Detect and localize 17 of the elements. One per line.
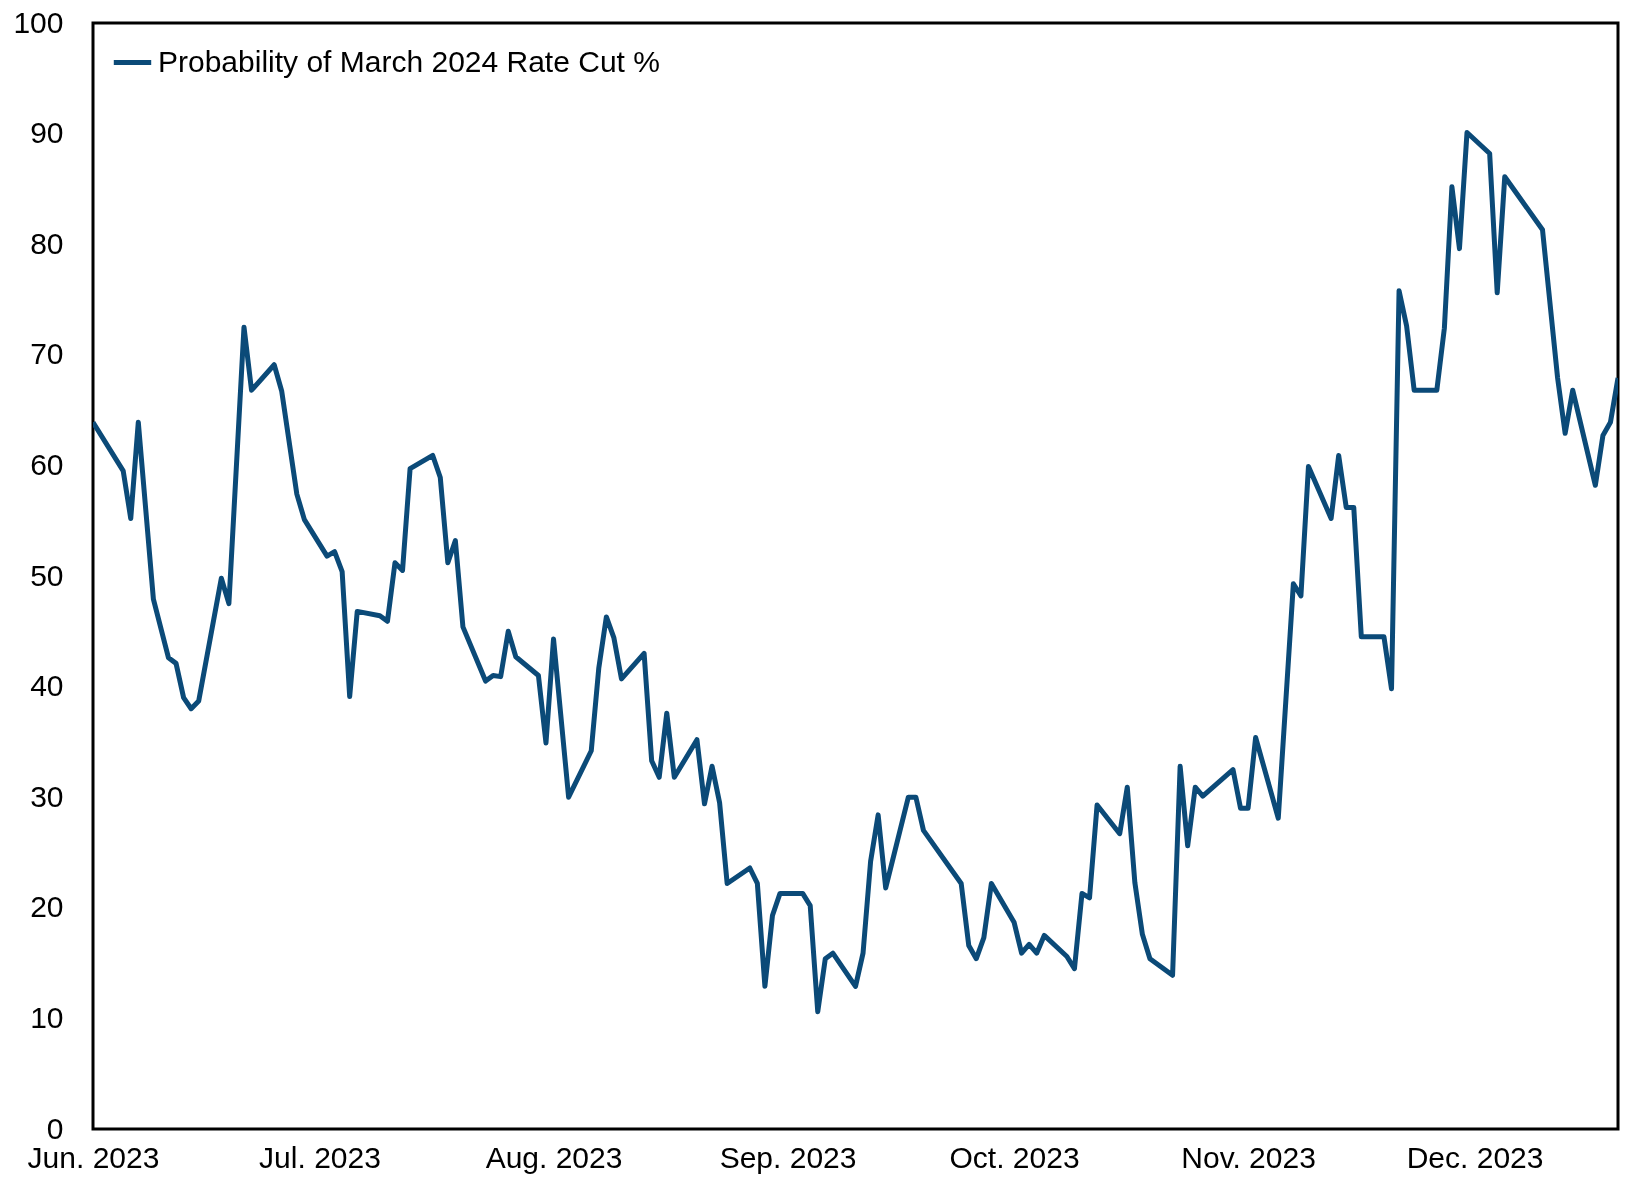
y-tick-label: 80 bbox=[30, 226, 64, 260]
y-tick-label: 70 bbox=[30, 337, 64, 371]
x-tick-label: Dec. 2023 bbox=[1406, 1140, 1544, 1174]
y-tick-label: 50 bbox=[30, 558, 64, 592]
legend-label: Probability of March 2024 Rate Cut % bbox=[158, 44, 660, 78]
y-tick-label: 30 bbox=[30, 779, 64, 813]
x-tick-label: Aug. 2023 bbox=[485, 1140, 623, 1174]
x-tick-label: Jul. 2023 bbox=[259, 1140, 381, 1174]
y-tick-label: 60 bbox=[30, 447, 64, 481]
y-tick-label: 40 bbox=[30, 669, 64, 703]
y-tick-label: 90 bbox=[30, 116, 64, 150]
x-tick-label: Sep. 2023 bbox=[719, 1140, 857, 1174]
x-tick-label: Oct. 2023 bbox=[949, 1140, 1080, 1174]
y-tick-label: 20 bbox=[30, 890, 64, 924]
x-tick-label: Nov. 2023 bbox=[1181, 1140, 1316, 1174]
y-tick-label: 100 bbox=[13, 5, 64, 39]
y-tick-label: 10 bbox=[30, 1000, 64, 1034]
